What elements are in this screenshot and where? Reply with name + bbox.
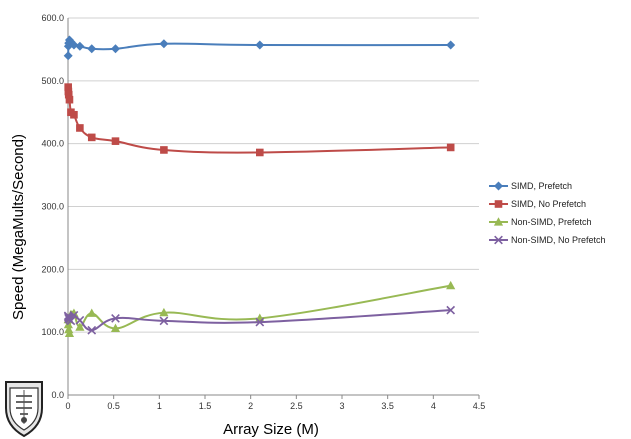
y-tick-label: 0.0 — [51, 390, 64, 400]
data-point — [64, 90, 73, 99]
data-point — [255, 40, 265, 50]
series-layer — [63, 35, 456, 338]
university-seal-icon — [5, 381, 43, 438]
series-simd-no-prefetch — [64, 83, 455, 157]
series-non-simd-no-prefetch — [63, 305, 456, 335]
y-tick-label: 300.0 — [41, 202, 64, 212]
x-tick-label: 2.5 — [290, 401, 303, 411]
legend-marker — [494, 200, 503, 208]
data-point — [69, 40, 79, 50]
x-tick-label: 4.5 — [473, 401, 486, 411]
legend-label: SIMD, Prefetch — [511, 181, 572, 191]
data-point — [159, 307, 169, 317]
legend-item-non-simd-no-prefetch: Non-SIMD, No Prefetch — [489, 235, 606, 245]
data-point — [110, 44, 120, 54]
y-axis-ticks: 0.0 100.0 200.0 300.0 400.0 500.0 600.0 — [41, 13, 64, 400]
x-axis-label: Array Size (M) — [223, 421, 319, 438]
x-tick-label: 3 — [339, 401, 344, 411]
y-tick-label: 600.0 — [41, 13, 64, 23]
data-point — [63, 51, 73, 61]
data-point — [87, 133, 96, 142]
legend-item-simd-no-prefetch: SIMD, No Prefetch — [489, 199, 586, 209]
gridlines — [68, 17, 479, 333]
legend-marker — [494, 181, 503, 191]
series-simd-prefetch — [63, 35, 456, 61]
y-tick-label: 100.0 — [41, 327, 64, 337]
data-point — [66, 316, 76, 326]
data-point — [87, 308, 97, 317]
data-point — [110, 323, 121, 332]
data-point — [64, 328, 75, 338]
y-tick-label: 400.0 — [41, 139, 64, 149]
data-point — [87, 325, 97, 335]
x-tick-label: 0.5 — [107, 401, 120, 411]
data-point — [160, 146, 168, 154]
data-point — [75, 322, 85, 331]
x-tick-label: 2 — [248, 401, 253, 411]
legend-item-non-simd-prefetch: Non-SIMD, Prefetch — [489, 217, 592, 227]
data-point — [446, 143, 455, 152]
data-point — [255, 317, 265, 327]
data-point — [87, 44, 97, 54]
series-non-simd-prefetch — [63, 280, 456, 338]
data-point — [64, 83, 72, 91]
data-point — [111, 313, 120, 323]
y-axis-label: Speed (MegaMults/Second) — [10, 134, 27, 320]
x-tick-label: 1.5 — [199, 401, 212, 411]
x-tick-label: 3.5 — [381, 401, 394, 411]
legend-label: SIMD, No Prefetch — [511, 199, 586, 209]
data-point — [75, 315, 85, 325]
x-axis-ticks: 0 0.5 1 1.5 2 2.5 3 3.5 4 4.5 — [65, 395, 485, 411]
x-tick-label: 1 — [157, 401, 162, 411]
legend: SIMD, Prefetch SIMD, No Prefetch Non-SIMD,… — [489, 181, 606, 245]
legend-marker — [494, 235, 503, 245]
data-point — [159, 39, 169, 49]
data-point — [446, 280, 456, 290]
x-tick-label: 0 — [65, 401, 70, 411]
y-tick-label: 200.0 — [41, 264, 64, 274]
legend-item-simd-prefetch: SIMD, Prefetch — [489, 181, 572, 191]
data-point — [76, 124, 84, 132]
data-point — [70, 110, 78, 119]
data-point — [75, 41, 85, 51]
legend-label: Non-SIMD, No Prefetch — [511, 235, 606, 245]
data-point — [65, 95, 74, 104]
x-tick-label: 4 — [431, 401, 436, 411]
data-point — [446, 305, 456, 315]
legend-marker — [493, 217, 504, 226]
data-point — [159, 316, 169, 326]
data-point — [256, 148, 264, 157]
data-point — [446, 40, 456, 50]
data-point — [64, 324, 74, 334]
y-tick-label: 500.0 — [41, 76, 64, 86]
data-point — [111, 137, 120, 145]
legend-label: Non-SIMD, Prefetch — [511, 217, 592, 227]
